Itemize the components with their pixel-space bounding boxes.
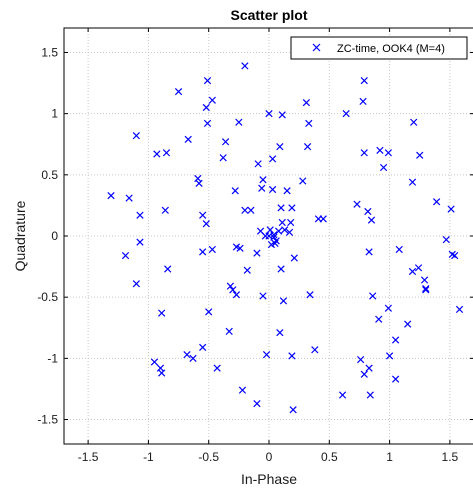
y-tick-label: 0: [51, 229, 58, 243]
y-tick-label: 1.5: [41, 45, 58, 59]
y-tick-label: 1: [51, 107, 58, 121]
legend-series-label: ZC-time, OOK4 (M=4): [337, 43, 445, 55]
y-tick-label: -0.5: [37, 290, 58, 304]
y-tick-label: -1.5: [37, 413, 58, 427]
x-axis-label: In-Phase: [241, 471, 297, 487]
legend: ZC-time, OOK4 (M=4): [291, 37, 467, 59]
x-tick-label: 1.5: [442, 450, 459, 464]
x-tick-label: -1: [143, 450, 154, 464]
x-tick-label: 0: [266, 450, 273, 464]
x-tick-label: -1.5: [78, 450, 99, 464]
x-tick-label: 0.5: [321, 450, 338, 464]
x-tick-label: -0.5: [198, 450, 219, 464]
chart-title: Scatter plot: [230, 7, 307, 23]
y-tick-label: 0.5: [41, 168, 58, 182]
y-tick-label: -1: [47, 351, 58, 365]
y-axis-label: Quadrature: [12, 200, 28, 271]
x-tick-label: 1: [386, 450, 393, 464]
